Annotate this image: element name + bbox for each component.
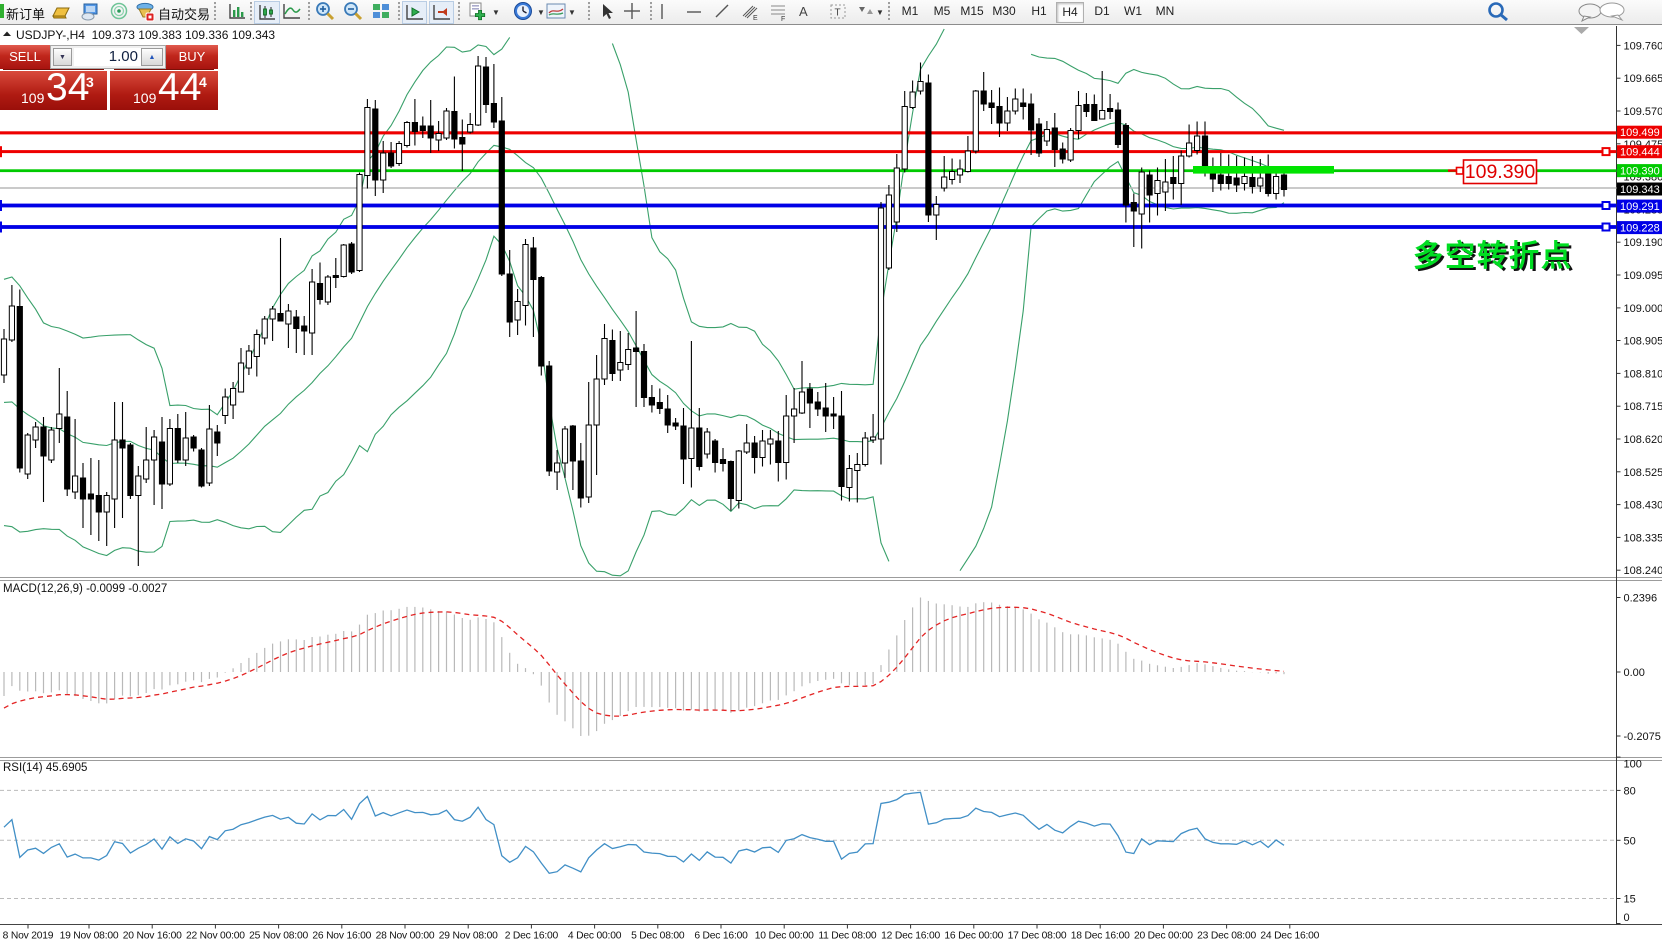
svg-text:108.620: 108.620 <box>1624 434 1662 446</box>
svg-text:6 Dec 16:00: 6 Dec 16:00 <box>694 931 748 942</box>
svg-text:109.760: 109.760 <box>1624 40 1662 52</box>
svg-text:109.499: 109.499 <box>1620 127 1660 139</box>
svg-text:100: 100 <box>1624 759 1642 771</box>
svg-text:109.390: 109.390 <box>1465 161 1536 183</box>
svg-text:USDJPY-,H4 109.373 109.383 10: USDJPY-,H4 109.373 109.383 109.336 109.3… <box>16 28 275 42</box>
svg-text:20 Nov 16:00: 20 Nov 16:00 <box>123 931 182 942</box>
svg-text:108.240: 108.240 <box>1624 565 1662 577</box>
svg-text:108.810: 108.810 <box>1624 368 1662 380</box>
svg-text:109.190: 109.190 <box>1624 237 1662 249</box>
svg-text:19 Nov 08:00: 19 Nov 08:00 <box>60 931 119 942</box>
svg-text:109.291: 109.291 <box>1620 201 1660 213</box>
svg-text:8 Nov 2019: 8 Nov 2019 <box>3 931 54 942</box>
svg-text:0.00: 0.00 <box>1624 667 1645 679</box>
svg-text:109.390: 109.390 <box>1620 166 1660 178</box>
svg-text:109.000: 109.000 <box>1624 303 1662 315</box>
svg-text:109.343: 109.343 <box>1620 184 1660 196</box>
svg-text:16 Dec 00:00: 16 Dec 00:00 <box>944 931 1003 942</box>
svg-text:11 Dec 08:00: 11 Dec 08:00 <box>818 931 877 942</box>
svg-text:5 Dec 08:00: 5 Dec 08:00 <box>631 931 685 942</box>
svg-text:T: T <box>835 8 841 19</box>
svg-text:108.905: 108.905 <box>1624 336 1662 348</box>
svg-text:F: F <box>781 16 785 22</box>
svg-text:26 Nov 16:00: 26 Nov 16:00 <box>312 931 371 942</box>
svg-text:17 Dec 08:00: 17 Dec 08:00 <box>1008 931 1067 942</box>
svg-text:50: 50 <box>1624 835 1636 847</box>
svg-text:-0.2075: -0.2075 <box>1624 731 1661 743</box>
svg-text:23 Dec 08:00: 23 Dec 08:00 <box>1197 931 1256 942</box>
svg-text:108.430: 108.430 <box>1624 500 1662 512</box>
svg-text:MACD(12,26,9) -0.0099 -0.0027: MACD(12,26,9) -0.0099 -0.0027 <box>3 583 167 595</box>
svg-text:25 Nov 08:00: 25 Nov 08:00 <box>249 931 308 942</box>
svg-text:多空转折点: 多空转折点 <box>1416 242 1576 275</box>
svg-text:2 Dec 16:00: 2 Dec 16:00 <box>505 931 559 942</box>
svg-text:109.570: 109.570 <box>1624 106 1662 118</box>
svg-text:80: 80 <box>1624 785 1636 797</box>
svg-text:RSI(14) 45.6905: RSI(14) 45.6905 <box>3 762 87 774</box>
svg-text:24 Dec 16:00: 24 Dec 16:00 <box>1260 931 1319 942</box>
svg-text:4 Dec 00:00: 4 Dec 00:00 <box>568 931 622 942</box>
svg-text:108.715: 108.715 <box>1624 401 1662 413</box>
svg-text:15: 15 <box>1624 894 1636 906</box>
svg-text:28 Nov 00:00: 28 Nov 00:00 <box>376 931 435 942</box>
svg-text:109.665: 109.665 <box>1624 73 1662 85</box>
svg-text:109.095: 109.095 <box>1624 270 1662 282</box>
svg-text:109.444: 109.444 <box>1620 147 1660 159</box>
svg-text:20 Dec 00:00: 20 Dec 00:00 <box>1134 931 1193 942</box>
svg-text:29 Nov 08:00: 29 Nov 08:00 <box>439 931 498 942</box>
svg-text:12 Dec 16:00: 12 Dec 16:00 <box>881 931 940 942</box>
svg-text:0: 0 <box>1624 912 1630 924</box>
svg-text:E: E <box>753 15 758 22</box>
svg-text:22 Nov 00:00: 22 Nov 00:00 <box>186 931 245 942</box>
svg-text:18 Dec 16:00: 18 Dec 16:00 <box>1071 931 1130 942</box>
svg-text:108.525: 108.525 <box>1624 467 1662 479</box>
svg-text:多空转折点: 多空转折点 <box>1413 240 1573 273</box>
svg-text:0.2396: 0.2396 <box>1624 593 1658 605</box>
svg-text:▼: ▼ <box>876 8 884 17</box>
svg-text:108.335: 108.335 <box>1624 532 1662 544</box>
svg-text:109.228: 109.228 <box>1620 223 1660 235</box>
svg-text:10 Dec 00:00: 10 Dec 00:00 <box>755 931 814 942</box>
